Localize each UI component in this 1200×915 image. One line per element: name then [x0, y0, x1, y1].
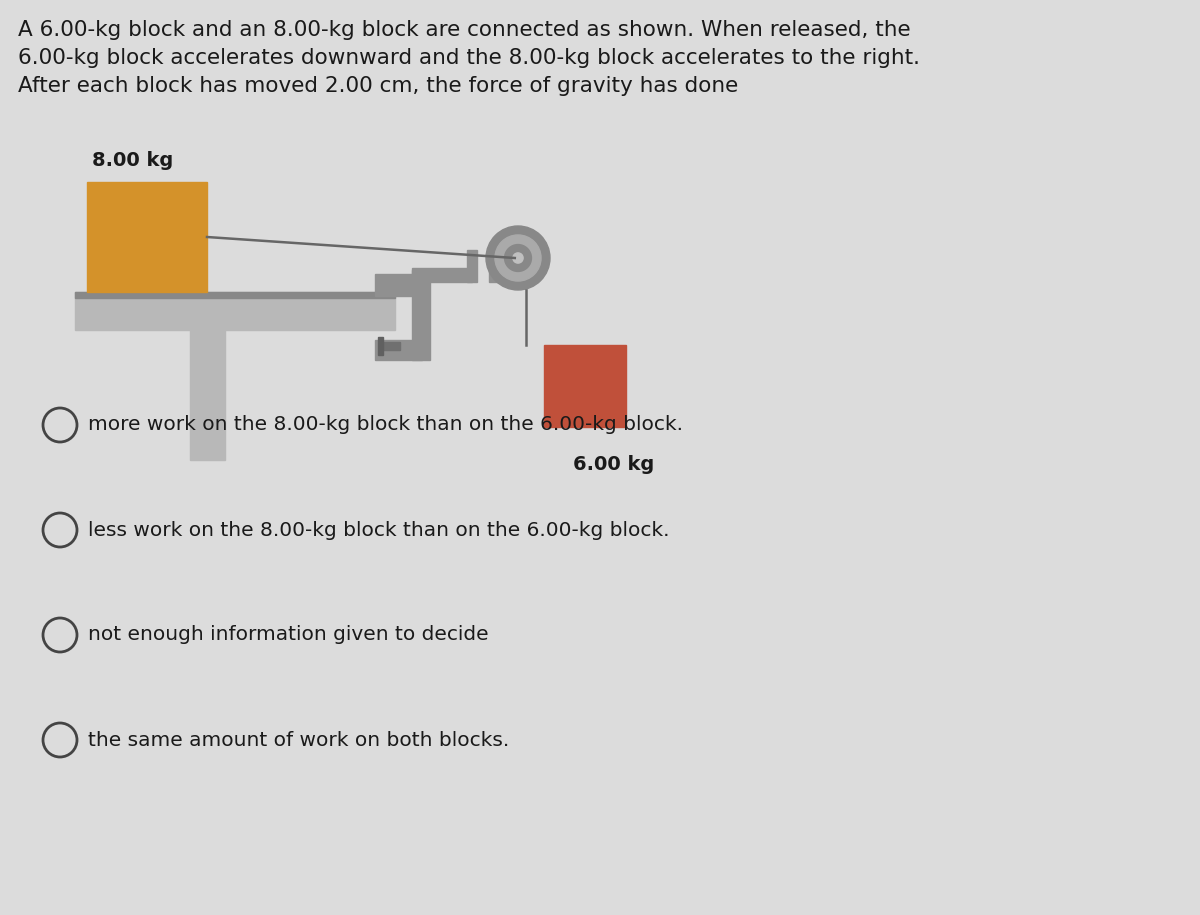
Text: A 6.00-kg block and an 8.00-kg block are connected as shown. When released, the
: A 6.00-kg block and an 8.00-kg block are…: [18, 20, 920, 96]
Bar: [88, 182, 208, 292]
Bar: [412, 268, 472, 282]
Text: more work on the 8.00-kg block than on the 6.00-kg block.: more work on the 8.00-kg block than on t…: [88, 415, 683, 435]
Text: less work on the 8.00-kg block than on the 6.00-kg block.: less work on the 8.00-kg block than on t…: [88, 521, 670, 540]
Bar: [544, 345, 625, 427]
Bar: [374, 274, 422, 296]
Bar: [490, 250, 499, 282]
Bar: [467, 250, 478, 282]
Text: 8.00 kg: 8.00 kg: [92, 151, 173, 170]
Text: the same amount of work on both blocks.: the same amount of work on both blocks.: [88, 730, 509, 749]
Circle shape: [504, 244, 532, 272]
Circle shape: [494, 235, 541, 281]
Bar: [380, 342, 400, 350]
Circle shape: [512, 253, 523, 264]
Bar: [378, 337, 383, 355]
Bar: [412, 270, 430, 360]
Text: not enough information given to decide: not enough information given to decide: [88, 626, 488, 644]
Bar: [190, 330, 226, 460]
Text: 6.00 kg: 6.00 kg: [572, 455, 654, 474]
Circle shape: [486, 226, 550, 290]
Bar: [374, 340, 422, 360]
Bar: [74, 292, 395, 330]
Bar: [74, 292, 395, 298]
